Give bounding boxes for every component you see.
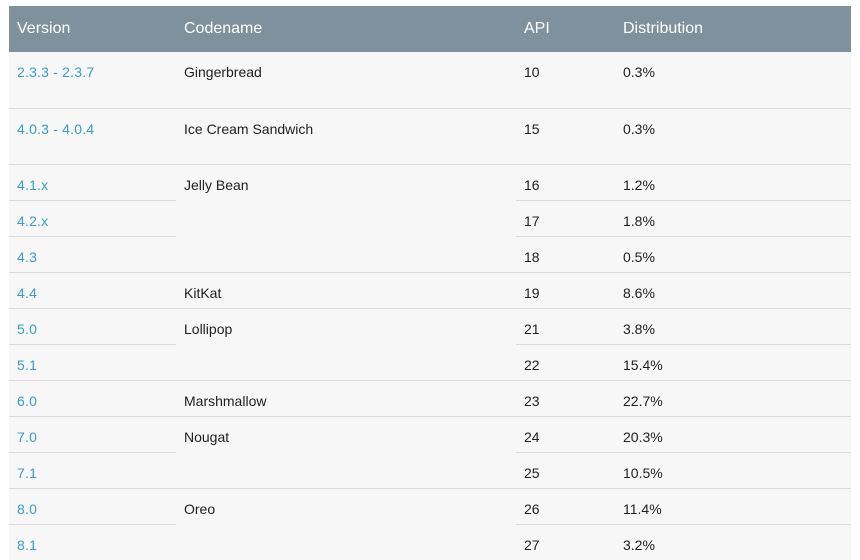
codename-cell: Nougat xyxy=(176,415,516,488)
api-cell: 25 xyxy=(516,451,615,488)
api-cell: 17 xyxy=(516,199,615,236)
android-distribution-table: Version Codename API Distribution 2.3.3 … xyxy=(9,6,851,560)
table-row: 2.3.3 - 2.3.7 Gingerbread 10 0.3% xyxy=(9,52,851,108)
distribution-cell: 3.2% xyxy=(615,523,851,560)
distribution-table-container: Version Codename API Distribution 2.3.3 … xyxy=(9,6,851,560)
distribution-cell: 20.3% xyxy=(615,415,851,452)
distribution-cell: 22.7% xyxy=(615,379,851,416)
table-row: 7.1 25 10.5% xyxy=(9,451,851,488)
version-link[interactable]: 8.0 xyxy=(9,487,176,524)
version-link[interactable]: 4.4 xyxy=(9,271,176,308)
version-link[interactable]: 5.0 xyxy=(9,307,176,344)
table-row: 8.1 27 3.2% xyxy=(9,523,851,560)
distribution-cell: 8.6% xyxy=(615,271,851,308)
api-cell: 15 xyxy=(516,107,615,164)
version-link[interactable]: 4.1.x xyxy=(9,163,176,200)
codename-cell: Jelly Bean xyxy=(176,163,516,272)
version-link[interactable]: 2.3.3 - 2.3.7 xyxy=(17,64,95,80)
codename-cell: Ice Cream Sandwich xyxy=(176,107,516,164)
version-link[interactable]: 4.0.3 - 4.0.4 xyxy=(9,107,176,164)
table-row: 8.0 Oreo 26 11.4% xyxy=(9,487,851,560)
version-link[interactable]: 7.1 xyxy=(9,451,176,488)
version-link[interactable]: 4.3 xyxy=(9,235,176,272)
codename-cell: KitKat xyxy=(176,271,516,308)
api-cell: 10 xyxy=(524,64,540,80)
api-cell: 23 xyxy=(516,379,615,416)
api-cell: 26 xyxy=(516,487,615,524)
header-distribution: Distribution xyxy=(615,6,851,52)
version-link[interactable]: 6.0 xyxy=(9,379,176,416)
table-row: 4.1.x Jelly Bean 16 1.2% xyxy=(9,163,851,272)
header-row: Version Codename API Distribution xyxy=(9,6,851,52)
distribution-cell: 0.3% xyxy=(615,107,851,164)
table-row: 6.0 Marshmallow 23 22.7% xyxy=(9,379,851,416)
table-row: 4.4 KitKat 19 8.6% xyxy=(9,271,851,308)
api-cell: 21 xyxy=(516,307,615,344)
distribution-cell: 0.3% xyxy=(623,64,655,80)
api-cell: 19 xyxy=(516,271,615,308)
codename-cell: Gingerbread xyxy=(176,52,516,108)
distribution-cell: 1.8% xyxy=(615,199,851,236)
header-codename: Codename xyxy=(176,6,516,52)
table-row: 4.2.x 17 1.8% xyxy=(9,199,851,236)
api-cell: 24 xyxy=(516,415,615,452)
table-row: 4.3 18 0.5% xyxy=(9,235,851,272)
table-row: 4.0.3 - 4.0.4 Ice Cream Sandwich 15 0.3% xyxy=(9,107,851,164)
api-cell: 16 xyxy=(516,163,615,200)
version-link[interactable]: 8.1 xyxy=(9,523,176,560)
api-cell: 27 xyxy=(516,523,615,560)
distribution-cell: 10.5% xyxy=(615,451,851,488)
codename-cell: Lollipop xyxy=(176,307,516,380)
api-cell: 18 xyxy=(516,235,615,272)
table-row: 7.0 Nougat 24 20.3% xyxy=(9,415,851,488)
version-link[interactable]: 5.1 xyxy=(9,343,176,380)
api-cell: 22 xyxy=(516,343,615,380)
table-row: 5.0 Lollipop 21 3.8% xyxy=(9,307,851,380)
header-version: Version xyxy=(9,6,176,52)
version-link[interactable]: 7.0 xyxy=(9,415,176,452)
version-link[interactable]: 4.2.x xyxy=(9,199,176,236)
distribution-cell: 3.8% xyxy=(615,307,851,344)
header-api: API xyxy=(516,6,615,52)
distribution-cell: 1.2% xyxy=(615,163,851,200)
table-row: 5.1 22 15.4% xyxy=(9,343,851,380)
distribution-cell: 15.4% xyxy=(615,343,851,380)
table-header: Version Codename API Distribution xyxy=(9,6,851,52)
codename-cell: Oreo xyxy=(176,487,516,560)
codename-cell: Marshmallow xyxy=(176,379,516,416)
distribution-cell: 11.4% xyxy=(615,487,851,524)
distribution-cell: 0.5% xyxy=(615,235,851,272)
table-body: 2.3.3 - 2.3.7 Gingerbread 10 0.3% 4.0.3 … xyxy=(9,52,851,560)
